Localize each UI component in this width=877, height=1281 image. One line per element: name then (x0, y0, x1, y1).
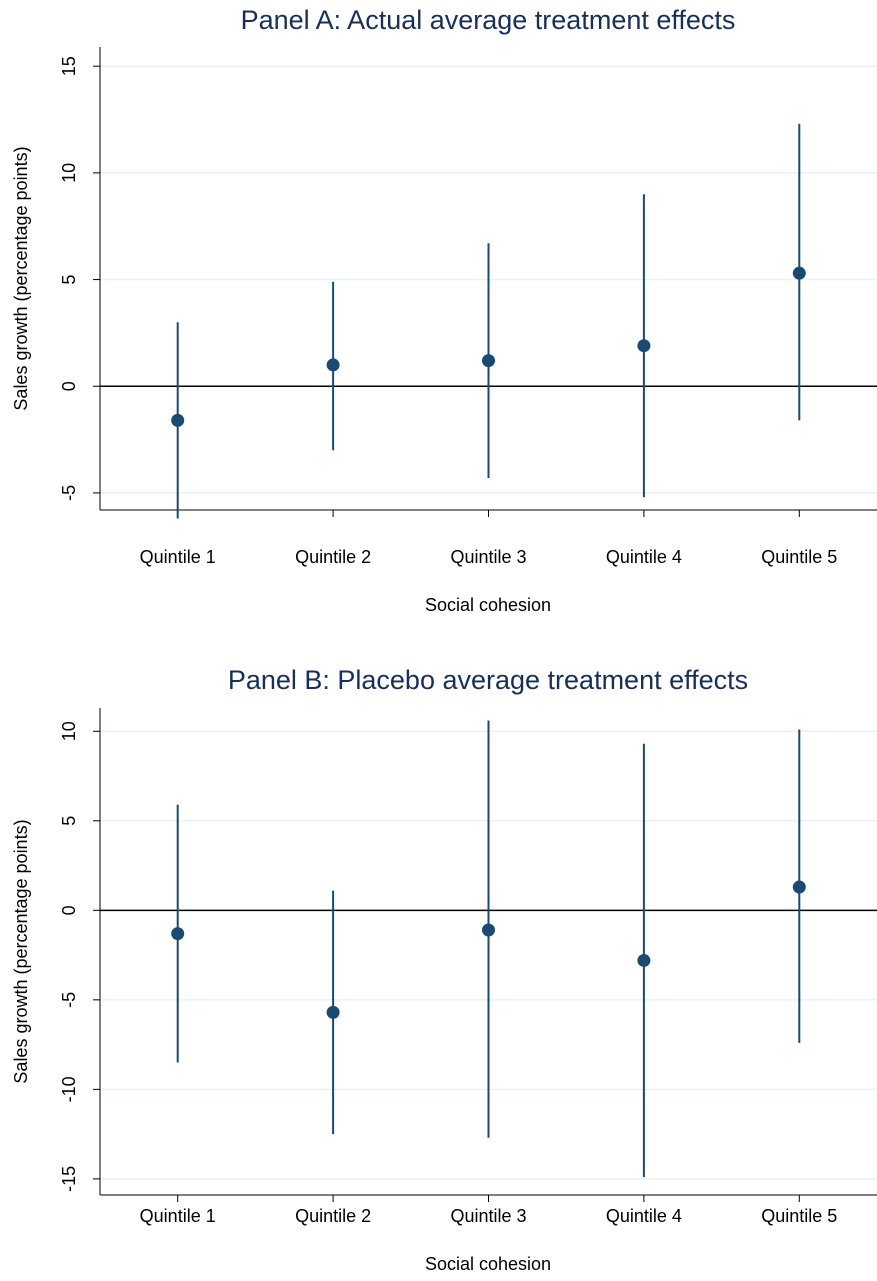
x-tick-label: Quintile 4 (606, 547, 682, 567)
y-axis-title: Sales growth (percentage points) (11, 819, 31, 1083)
x-tick-label: Quintile 3 (450, 547, 526, 567)
x-tick-label: Quintile 5 (761, 547, 837, 567)
y-axis-title: Sales growth (percentage points) (11, 146, 31, 410)
x-axis-title: Social cohesion (425, 595, 551, 615)
point (792, 880, 806, 894)
point (482, 923, 495, 937)
x-axis-title: Social cohesion (425, 1254, 551, 1274)
y-tick-label: 5 (59, 275, 79, 285)
y-tick-label: 5 (59, 816, 79, 826)
x-tick-label: Quintile 3 (450, 1206, 526, 1226)
y-tick-label: -10 (59, 1076, 79, 1102)
point (326, 358, 340, 372)
y-tick-label: 0 (59, 905, 79, 915)
chart-title: Panel B: Placebo average treatment effec… (228, 665, 748, 695)
y-tick-label: -5 (59, 992, 79, 1008)
point (326, 1005, 340, 1019)
point (482, 354, 495, 368)
x-tick-label: Quintile 5 (761, 1206, 837, 1226)
chart-title: Panel A: Actual average treatment effect… (241, 5, 736, 35)
y-tick-label: 0 (59, 381, 79, 391)
point (637, 953, 651, 967)
x-tick-label: Quintile 1 (140, 547, 216, 567)
x-tick-label: Quintile 4 (606, 1206, 682, 1226)
x-tick-label: Quintile 2 (295, 1206, 371, 1226)
x-tick-label: Quintile 2 (295, 547, 371, 567)
y-tick-label: 10 (59, 721, 79, 741)
y-tick-label: -5 (59, 485, 79, 501)
x-tick-label: Quintile 1 (140, 1206, 216, 1226)
point (171, 927, 185, 941)
point (171, 413, 185, 427)
point (637, 339, 651, 353)
y-tick-label: 10 (59, 163, 79, 183)
y-tick-label: 15 (59, 56, 79, 76)
y-tick-label: -15 (59, 1166, 79, 1192)
point (792, 266, 806, 280)
